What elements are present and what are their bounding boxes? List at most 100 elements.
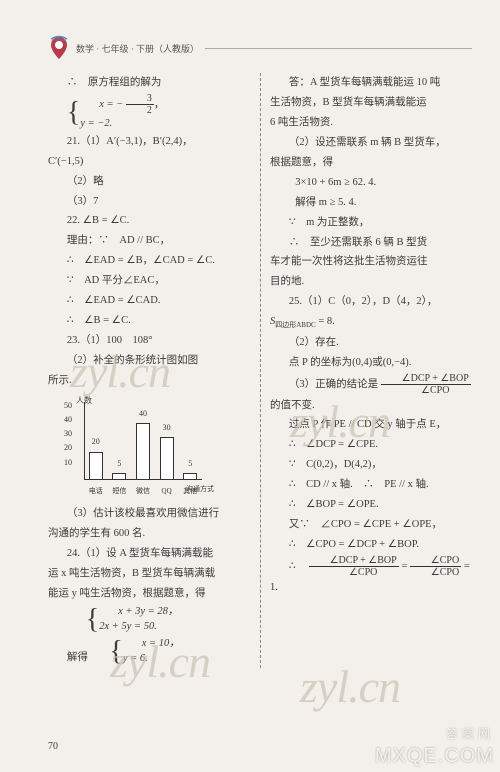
text-line: ∴ ∠DCP = ∠CPE. — [270, 435, 472, 455]
chart-xtick: 微信 — [136, 485, 150, 498]
text-line: （3）7 — [48, 192, 250, 212]
text-line: ∴ ∠B = ∠C. — [48, 311, 250, 331]
column-divider — [260, 73, 261, 668]
frac-den: 2 — [126, 105, 154, 116]
text-line: 21.（1）A′(−3,1)，B′(2,4)， — [48, 132, 250, 152]
equation-system: { x + 3y = 28， 2x + 5y = 50. — [48, 604, 250, 636]
chart-value-label: 30 — [163, 420, 171, 435]
page-header: SCHOOL 数学 · 七年级 · 下册（人教版） — [48, 35, 472, 61]
frac-num: ∠DCP + ∠BOP — [381, 373, 471, 385]
equation-system: 解得 { x = 10， y = 6. — [48, 636, 250, 668]
text-line: （2）补全的条形统计图如图 — [48, 351, 250, 371]
math: x = 10， — [142, 638, 180, 649]
text: ∴ — [289, 561, 306, 572]
chart-ytick: 50 — [64, 398, 72, 413]
frac-den: ∠CPO — [309, 567, 399, 578]
right-column: 答：A 型货车每辆满载能运 10 吨 生活物资，B 型货车每辆满载能运 6 吨生… — [260, 73, 472, 668]
text: = — [401, 561, 410, 572]
text-line: （2）设还需联系 m 辆 B 型货车， — [270, 133, 472, 153]
chart-xtick: 电话 — [89, 485, 103, 498]
text-line: ∵ AD 平分∠EAC， — [48, 271, 250, 291]
text-line: ∴ ∠EAD = ∠B，∠CAD = ∠C. — [48, 251, 250, 271]
site-watermark: 答案网 — [446, 725, 494, 742]
brace-icon: { — [48, 100, 80, 125]
text-line: ∴ ∠DCP + ∠BOP∠CPO = ∠CPO∠CPO = 1. — [270, 555, 472, 598]
chart-xtick: QQ — [162, 485, 172, 498]
text-line: 生活物资，B 型货车每辆满载能运 — [270, 93, 472, 113]
chart-value-label: 20 — [92, 434, 100, 449]
text-line: ∵ m 为正整数， — [270, 213, 472, 233]
text: = 8. — [316, 316, 335, 327]
svg-text:SCHOOL: SCHOOL — [51, 37, 68, 42]
text-line: S四边形ABDC = 8. — [270, 312, 472, 332]
text-line: 沟通的学生有 600 名. — [48, 524, 250, 544]
chart-value-label: 5 — [117, 456, 121, 471]
text-line: 23.（1）100 108° — [48, 331, 250, 351]
chart-ytick: 10 — [64, 455, 72, 470]
header-title: 数学 · 七年级 · 下册（人教版） — [76, 42, 199, 55]
header-rule — [205, 48, 472, 49]
text-line: ∴ ∠BOP = ∠OPE. — [270, 495, 472, 515]
text-line: 目的地. — [270, 272, 472, 292]
text-line: 所示. — [48, 371, 250, 391]
text-line: 点 P 的坐标为(0,4)或(0,−4). — [270, 353, 472, 373]
subscript: 四边形ABDC — [275, 321, 315, 329]
text: ∴ 原方程组的解为 — [67, 77, 162, 88]
math: y = 6. — [123, 653, 148, 664]
text-line: ∴ 至少还需联系 6 辆 B 型货 — [270, 233, 472, 253]
brace-icon: { — [91, 639, 123, 664]
text-line: 的值不变. — [270, 396, 472, 416]
chart-bar — [183, 473, 197, 480]
text-line: 3×10 + 6m ≥ 62. 4. — [270, 173, 472, 193]
chart-value-label: 5 — [188, 456, 192, 471]
frac-num: 3 — [126, 93, 154, 105]
site-watermark: MXQE.COM — [375, 745, 494, 768]
text-line: 运 x 吨生活物资，B 型货车每辆满载 — [48, 564, 250, 584]
text-line: 又∵ ∠CPO = ∠CPE + ∠OPE， — [270, 515, 472, 535]
text-line: ∴ CD // x 轴. ∴ PE // x 轴. — [270, 475, 472, 495]
text-line: 22. ∠B = ∠C. — [48, 211, 250, 231]
chart-value-label: 40 — [139, 406, 147, 421]
text-line: 根据题意，得 — [270, 153, 472, 173]
text-line: 解得 m ≥ 5. 4. — [270, 193, 472, 213]
frac-num: ∠CPO — [410, 555, 461, 567]
chart-ytick: 30 — [64, 426, 72, 441]
text-line: C′(−1,5) — [48, 152, 250, 172]
brace-icon: { — [67, 607, 99, 632]
text-line: ∴ ∠EAD = ∠CAD. — [48, 291, 250, 311]
text-line: （2）略 — [48, 172, 250, 192]
text-line: 25.（1）C（0，2），D（4，2）， — [270, 292, 472, 312]
text-line: 车才能一次性将这批生活物资运往 — [270, 252, 472, 272]
text-line: 过点 P 作 PE // CD 交 y 轴于点 E， — [270, 415, 472, 435]
text-line: ∴ ∠CPO = ∠DCP + ∠BOP. — [270, 535, 472, 555]
chart-bar — [112, 473, 126, 480]
text: 解得 — [67, 652, 88, 663]
text-line: （3）估计该校最喜欢用微信进行 — [48, 504, 250, 524]
chart-ytick: 40 — [64, 412, 72, 427]
text-line: （3）正确的结论是 ∠DCP + ∠BOP∠CPO — [270, 373, 472, 396]
chart-xtick: 其他 — [183, 485, 197, 498]
left-column: ∴ 原方程组的解为 { x = − 32， y = −2. 21.（1）A′(−… — [48, 73, 260, 668]
frac-den: ∠CPO — [381, 385, 471, 396]
chart-bar — [136, 423, 150, 480]
text-line: （2）存在. — [270, 333, 472, 353]
text-line: 6 吨生活物资. — [270, 113, 472, 133]
math: x + 3y = 28， — [118, 606, 178, 617]
logo-icon: SCHOOL — [48, 35, 70, 61]
frac-den: ∠CPO — [410, 567, 461, 578]
text-line: 能运 y 吨生活物资，根据题意，得 — [48, 584, 250, 604]
math: x = − — [99, 99, 123, 110]
chart-bar — [89, 452, 103, 480]
math: 2x + 5y = 50. — [99, 621, 157, 632]
chart-bar — [160, 437, 174, 480]
math: y = −2. — [80, 118, 112, 129]
frac-num: ∠DCP + ∠BOP — [309, 555, 399, 567]
text-line: 理由：∵ AD // BC， — [48, 231, 250, 251]
chart-ytick: 20 — [64, 440, 72, 455]
text-line: 24.（1）设 A 型货车每辆满载能 — [48, 544, 250, 564]
text-line: ∵ C(0,2)，D(4,2)， — [270, 455, 472, 475]
text: ， — [154, 99, 165, 110]
text-line: ∴ 原方程组的解为 { x = − 32， y = −2. — [48, 73, 250, 132]
chart-xtick: 短信 — [112, 485, 126, 498]
text: （3）正确的结论是 — [289, 378, 378, 389]
